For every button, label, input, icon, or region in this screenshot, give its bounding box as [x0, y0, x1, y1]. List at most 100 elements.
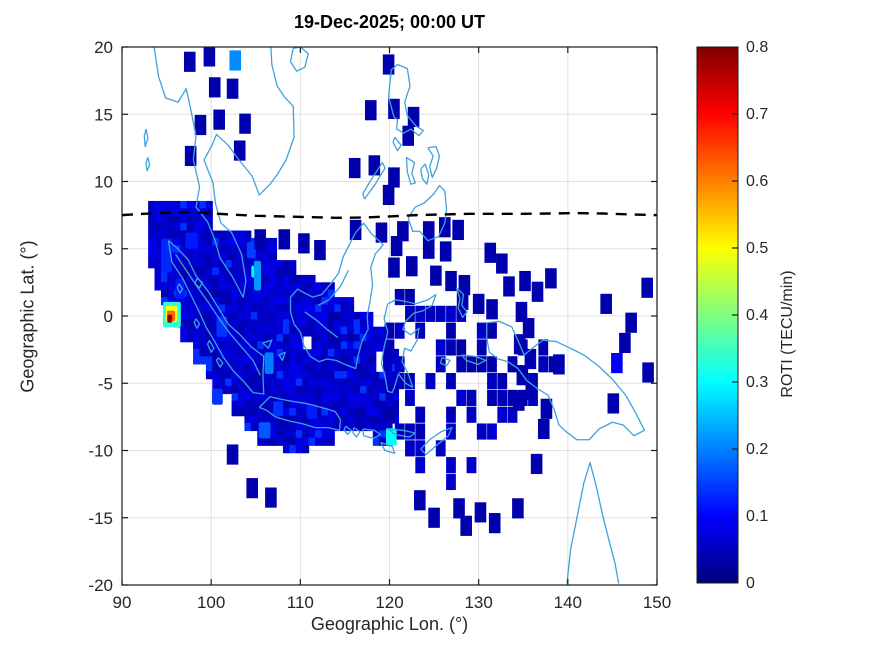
colorbar-tick-label: 0	[746, 575, 755, 592]
x-tick-label: 100	[197, 593, 225, 612]
roti-tile	[405, 256, 418, 277]
roti-tile	[607, 393, 620, 414]
roti-tile	[233, 140, 246, 161]
colorbar-tick-label: 0.8	[746, 39, 768, 56]
coastline	[317, 269, 350, 306]
colorbar: 0 0.1 0.2 0.3 0.4 0.5 0.6 0.7 0.8	[696, 39, 768, 592]
coastline	[362, 162, 386, 200]
roti-tile	[298, 233, 310, 254]
roti-tile	[265, 487, 277, 508]
roti-tile	[430, 265, 442, 286]
map-layer	[122, 47, 657, 584]
roti-tile	[414, 490, 426, 511]
magnetic-equator-line	[122, 211, 657, 220]
roti-tile	[619, 332, 631, 353]
coastline	[145, 157, 151, 172]
feature-smudge	[185, 232, 198, 249]
feature-smudge	[216, 316, 228, 337]
feature-smudge	[212, 388, 223, 405]
roti-tile	[642, 362, 654, 383]
feature-enhancement	[385, 428, 397, 446]
colorbar-tick-label: 0.6	[746, 173, 768, 190]
roti-tile	[278, 229, 291, 250]
roti-tile	[203, 47, 216, 67]
x-tick-label: 90	[113, 593, 132, 612]
roti-tile	[226, 78, 239, 99]
coastline	[461, 354, 487, 366]
coastline	[343, 425, 352, 436]
roti-tile	[641, 277, 653, 298]
roti-tile	[625, 312, 637, 333]
y-tick-label: 5	[104, 240, 113, 259]
roti-tile	[553, 354, 565, 375]
roti-tile	[512, 498, 524, 519]
roti-tile	[254, 229, 267, 250]
roti-tile	[402, 125, 415, 146]
x-axis-label: Geographic Lon. (°)	[310, 614, 469, 634]
coverage-hole	[303, 336, 312, 350]
y-tick-label: -10	[88, 442, 113, 461]
roti-tile	[537, 418, 550, 440]
roti-tile	[348, 157, 361, 179]
colorbar-tick-label: 0.1	[746, 508, 768, 525]
roti-tile	[438, 217, 451, 238]
roti-tile	[314, 240, 326, 261]
roti-tile	[375, 222, 388, 243]
x-tick-label: 120	[375, 593, 403, 612]
feature-hotspot-core	[167, 314, 173, 323]
coastline	[176, 283, 184, 294]
roti-tile	[422, 238, 435, 259]
coastline	[193, 318, 201, 329]
roti-tile	[364, 100, 377, 121]
feature-smudge	[273, 401, 283, 417]
roti-tile	[382, 54, 395, 75]
coastline	[262, 339, 273, 349]
coastline	[167, 240, 265, 395]
coastline	[420, 163, 430, 185]
coastline	[380, 293, 437, 394]
y-axis-label: Geographic Lat. (°)	[17, 240, 38, 393]
roti-tile	[611, 352, 623, 374]
roti-tile	[213, 109, 225, 130]
roti-tile	[452, 219, 464, 241]
colorbar-tick-label: 0.7	[746, 106, 768, 123]
plot-title: 19-Dec-2025; 00:00 UT	[293, 12, 486, 32]
coastline	[143, 128, 149, 148]
roti-tile	[445, 270, 457, 292]
x-tick-label: 110	[287, 593, 314, 612]
coastline	[407, 184, 448, 242]
y-tick-label: 10	[94, 173, 113, 192]
x-tick-label: 150	[643, 593, 671, 612]
y-tick-label: 15	[94, 105, 113, 124]
roti-tile	[183, 51, 196, 72]
roti-tile	[407, 106, 420, 128]
map-coastlines	[143, 47, 646, 584]
colorbar-tick-label: 0.4	[746, 307, 768, 324]
roti-tile	[226, 444, 239, 465]
coastline	[362, 428, 382, 440]
coastline	[206, 339, 215, 353]
roti-tile	[515, 301, 528, 323]
roti-tile	[531, 281, 544, 302]
coastline	[194, 277, 203, 289]
roti-tile	[208, 77, 221, 98]
roti-tile	[388, 98, 400, 119]
coastline	[258, 396, 342, 431]
roti-tile	[545, 268, 557, 289]
roti-tile	[472, 293, 485, 314]
roti-tile	[388, 257, 400, 278]
roti-tile	[397, 221, 409, 242]
coastline	[455, 287, 468, 318]
y-tick-label: -15	[88, 509, 113, 528]
coastline	[392, 136, 402, 152]
roti-tile	[453, 498, 465, 519]
coastline	[215, 357, 224, 368]
coastline	[486, 320, 646, 441]
x-tick-label: 140	[554, 593, 582, 612]
roti-tile	[600, 293, 612, 314]
roti-tile	[388, 167, 400, 188]
coastline	[439, 357, 451, 367]
roti-tile	[368, 155, 381, 176]
roti-tile	[486, 299, 498, 320]
